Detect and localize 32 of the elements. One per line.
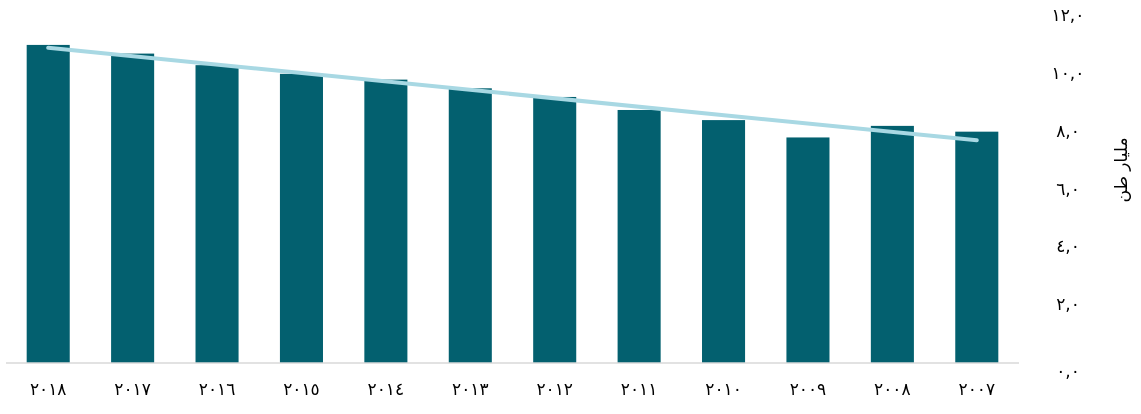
y-tick-label: ٤,٠ bbox=[1056, 236, 1080, 257]
x-tick-label: ٢٠١٨ bbox=[29, 379, 67, 399]
bar bbox=[955, 131, 999, 363]
bar bbox=[870, 125, 914, 363]
y-axis-title: مليار طن bbox=[1111, 137, 1131, 203]
x-tick-label: ٢٠٠٨ bbox=[874, 379, 911, 399]
bar bbox=[279, 73, 323, 363]
x-tick-label: ٢٠١٥ bbox=[283, 379, 320, 399]
x-tick-label: ٢٠١١ bbox=[620, 379, 658, 399]
bar bbox=[195, 65, 239, 363]
x-tick-label: ٢٠١٧ bbox=[114, 379, 151, 399]
y-tick-label: ١٢,٠ bbox=[1051, 5, 1085, 25]
x-tick-label: ٢٠١٦ bbox=[198, 379, 236, 399]
bar bbox=[617, 109, 661, 363]
bar bbox=[364, 79, 408, 363]
bar bbox=[786, 137, 830, 363]
bar bbox=[702, 120, 746, 363]
x-tick-label: ٢٠١٠ bbox=[705, 379, 742, 399]
bar bbox=[111, 53, 155, 363]
x-tick-label: ٢٠٠٩ bbox=[789, 379, 827, 399]
x-tick-label: ٢٠١٢ bbox=[536, 379, 573, 399]
x-tick-label: ٢٠١٤ bbox=[367, 379, 405, 399]
bar bbox=[448, 88, 492, 363]
x-tick-label: ٢٠١٣ bbox=[452, 379, 489, 399]
bar bbox=[533, 96, 577, 363]
bar bbox=[26, 44, 70, 363]
y-tick-label: ٦,٠ bbox=[1056, 178, 1080, 199]
x-tick-label: ٢٠٠٧ bbox=[958, 379, 996, 399]
y-tick-label: ١٠,٠ bbox=[1051, 62, 1085, 83]
y-tick-label: ٨,٠ bbox=[1056, 120, 1080, 141]
y-tick-label: ٠,٠ bbox=[1056, 361, 1080, 381]
y-tick-label: ٢,٠ bbox=[1056, 294, 1080, 315]
